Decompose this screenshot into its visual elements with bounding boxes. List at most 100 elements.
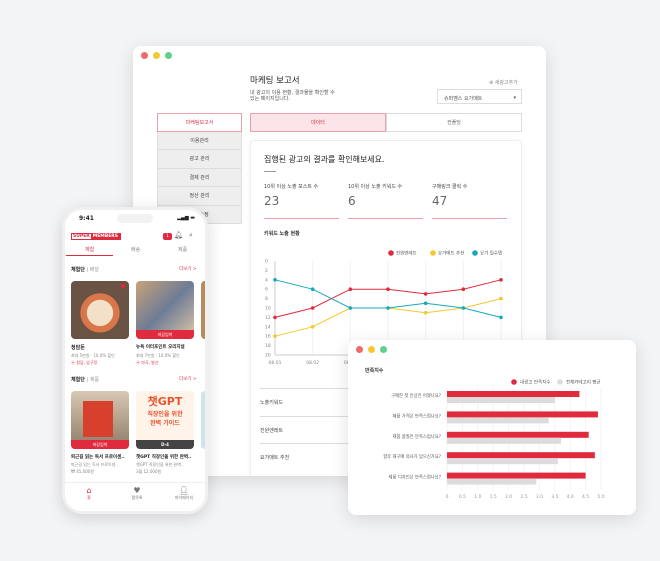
card-image-partial: [201, 391, 205, 449]
card-title[interactable]: 챗GPT 직장인을 위한 완벽..: [136, 455, 192, 460]
stat-label: 10위 이상 노출 포스트 수: [264, 184, 319, 190]
category-label: 제품 품질은 만족스럽나요?: [393, 433, 442, 440]
nav-mypage[interactable]: 👤︎ 마이페이지: [169, 486, 199, 501]
card-location: ⦿ 마곡, 발산: [136, 360, 159, 365]
category-label: 향후 재구매 의사가 있으신가요?: [383, 453, 441, 460]
deadline-band: 마감임박: [136, 330, 194, 339]
card-price: ₩ 45,000원: [71, 469, 94, 474]
bar: [447, 431, 589, 438]
tab-underline: [66, 255, 113, 256]
phone-mockup: 9:41 ▂▄▆ ▬ SUPER MEMBERS 1 🔔︎ ⌕ 체험 배송 제품 …: [62, 207, 208, 514]
bottom-nav: ⌂ 홈 ♥ 찜목록 👤︎ 마이페이지: [65, 482, 205, 511]
x-tick-label: 0: [446, 494, 449, 500]
bar: [447, 391, 580, 397]
legend-label: 요가매트 추천: [438, 250, 464, 257]
maximize-dot[interactable]: [165, 52, 172, 59]
user-icon: 👤︎: [178, 486, 190, 495]
tab-data[interactable]: 데이터: [250, 113, 386, 132]
bar: [447, 458, 558, 465]
stat-keywords: 10위 이상 노출 키워드 수 6: [348, 183, 423, 219]
y-tick-label: 0: [265, 259, 268, 265]
card-image[interactable]: ♥: [71, 281, 129, 339]
legend-marker: [388, 250, 394, 256]
section-header: 체험단 | 배달: [71, 267, 100, 273]
chart-title: 만족지수: [365, 367, 384, 374]
data-point: [310, 287, 315, 291]
sidebar-item[interactable]: 정산 관리: [157, 187, 242, 206]
x-tick-label: 08.02: [306, 360, 319, 366]
deadline-band: 마감임박: [71, 440, 129, 449]
sidebar-item[interactable]: 마케팅보고서: [157, 113, 242, 132]
sidebar-item[interactable]: 광고 관리: [157, 150, 242, 169]
data-point: [499, 315, 503, 320]
x-tick-label: 0.5: [459, 494, 466, 500]
y-tick-label: 18: [265, 343, 271, 349]
card-image[interactable]: 챗GPT 직장인을 위한 완벽 가이드 D-4: [136, 391, 194, 449]
card-title[interactable]: 뉴욕 이터포인트 오리지널: [136, 345, 185, 350]
bar: [447, 417, 549, 424]
nav-wishlist[interactable]: ♥ 찜목록: [125, 486, 149, 501]
heart-icon[interactable]: ♥: [119, 283, 126, 291]
card-info: 최대 5만원 · 10.0% 할인: [71, 353, 115, 358]
more-link[interactable]: 더보기 >: [179, 267, 197, 272]
stat-label: 10위 이상 노출 키워드 수: [348, 184, 403, 190]
home-icon: ⌂: [86, 486, 92, 495]
heart-icon: ♥: [133, 486, 141, 495]
data-point: [348, 306, 353, 310]
coupon-badge[interactable]: 1: [163, 233, 172, 240]
stat-value: 6: [348, 194, 356, 208]
tab-consulting[interactable]: 컨플딩: [386, 113, 522, 132]
data-point: [310, 325, 315, 329]
legend-label: 요가 필수템: [480, 250, 502, 257]
maximize-dot[interactable]: [380, 346, 387, 353]
dynamic-island: [117, 214, 153, 223]
x-tick-label: 2.0: [505, 494, 512, 500]
page-desc: 내 광고의 이용 현황, 결과물을 확인할 수 있는 페이지입니다.: [250, 90, 335, 102]
data-point: [423, 310, 428, 315]
more-link[interactable]: 더보기 >: [179, 377, 197, 382]
card-title[interactable]: 청담돈: [71, 345, 85, 351]
minimize-dot[interactable]: [368, 346, 375, 353]
close-dot[interactable]: [356, 346, 363, 353]
data-point: [310, 306, 315, 310]
stat-clicks: 구매링크 클릭 수 47: [432, 183, 507, 219]
minimize-dot[interactable]: [153, 52, 160, 59]
page-title: 마케팅 보고서: [250, 76, 300, 86]
legend-label: 내광고 만족지수: [520, 379, 550, 386]
tab-delivery[interactable]: 배송: [131, 247, 141, 253]
window-controls: [356, 346, 387, 353]
search-icon[interactable]: ⌕: [189, 231, 193, 239]
legend-marker: [557, 379, 563, 385]
sidebar-item[interactable]: 이용관리: [157, 131, 242, 150]
legend-label: 전체카테고리 평균: [566, 379, 601, 386]
sidebar-item[interactable]: 결제 관리: [157, 168, 242, 187]
data-point: [348, 287, 353, 291]
add-ad-button[interactable]: ⊕ 새광고추가: [489, 80, 518, 86]
card-info: 챗GPT 직장인을 위한 완벽..: [136, 462, 184, 467]
card-heading: 집행된 광고의 결과를 확인해보세요.: [264, 155, 385, 164]
tab-product[interactable]: 제품: [178, 247, 188, 253]
legend-marker: [472, 250, 478, 256]
data-point: [273, 315, 277, 320]
tab-experience[interactable]: 체험: [85, 247, 95, 253]
data-point: [499, 296, 503, 301]
data-point: [273, 334, 277, 338]
logo: SUPER MEMBERS: [71, 233, 121, 240]
stat-value: 47: [432, 194, 448, 208]
satisfaction-window: 만족지수 내광고 만족지수 전체카테고리 평균 0 0.5 1.0 1.5 2.0 2.5 3.0…: [348, 340, 636, 515]
card-image[interactable]: 마감임박: [136, 281, 194, 339]
bell-icon[interactable]: 🔔︎: [174, 231, 183, 239]
card-title[interactable]: 퇴근길 읽는 독서 프로이센..: [71, 455, 125, 460]
x-tick-label: 2.5: [520, 494, 527, 500]
product-select[interactable]: 슈퍼멤스 요가매트 ▾: [437, 89, 522, 104]
bar: [447, 437, 561, 444]
card-image-partial: [201, 281, 205, 339]
y-tick-label: 10: [265, 306, 271, 312]
nav-home[interactable]: ⌂ 홈: [79, 486, 99, 501]
section-header: 체험단 | 제품: [71, 377, 100, 383]
desc-line: 있는 페이지입니다.: [250, 96, 290, 102]
close-dot[interactable]: [141, 52, 148, 59]
card-image[interactable]: 마감임박: [71, 391, 129, 449]
